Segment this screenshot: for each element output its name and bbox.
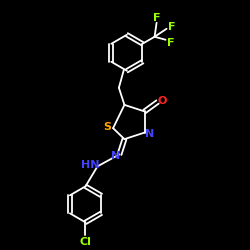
Text: HN: HN bbox=[81, 160, 100, 170]
Text: O: O bbox=[158, 96, 167, 106]
Text: N: N bbox=[145, 128, 154, 138]
Text: S: S bbox=[103, 122, 111, 132]
Text: F: F bbox=[167, 38, 174, 48]
Text: Cl: Cl bbox=[80, 237, 92, 247]
Text: F: F bbox=[168, 22, 175, 32]
Text: N: N bbox=[111, 151, 120, 161]
Text: F: F bbox=[153, 13, 160, 23]
